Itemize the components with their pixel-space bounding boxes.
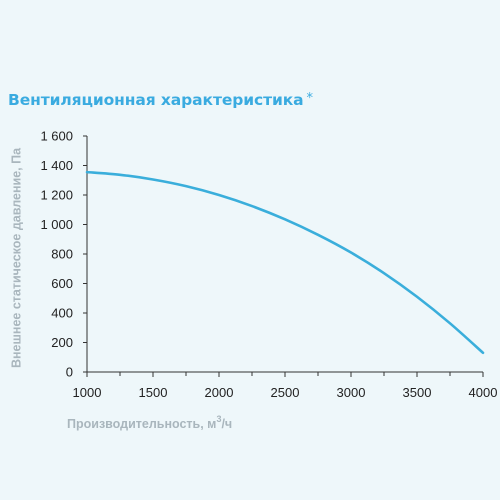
- chart-title-mark: *: [306, 91, 314, 106]
- x-tick-label: 4000: [469, 385, 498, 400]
- x-axis-label-tail: /ч: [221, 417, 232, 431]
- series-line: [85, 170, 485, 355]
- y-axis-label: Внешнее статическое давление, Па: [9, 147, 23, 368]
- x-tick-label: 3500: [403, 385, 432, 400]
- chart-series: [85, 170, 485, 355]
- x-axis-label-sup: 3: [216, 414, 221, 424]
- y-ticks: 0 200 400 600 800 1 000 1 200 1 400 1 600: [40, 129, 87, 380]
- y-tick-label: 1 000: [40, 217, 73, 232]
- x-tick-label: 1500: [139, 385, 168, 400]
- chart-title: Вентиляционная характеристика *: [8, 91, 313, 109]
- y-tick-label: 200: [51, 335, 73, 350]
- y-tick-label: 1 600: [40, 129, 73, 144]
- y-tick-label: 1 400: [40, 158, 73, 173]
- y-tick-label: 400: [51, 306, 73, 321]
- y-tick-label: 1 200: [40, 188, 73, 203]
- x-axis-label-text: Производительность, м: [67, 417, 216, 431]
- x-tick-label: 2500: [271, 385, 300, 400]
- chart-title-text: Вентиляционная характеристика: [8, 91, 304, 109]
- x-tick-label: 1000: [73, 385, 102, 400]
- x-axis-label: Производительность, м3/ч: [67, 414, 232, 431]
- chart-axes: [86, 136, 483, 373]
- x-tick-label: 2000: [205, 385, 234, 400]
- y-tick-label: 0: [66, 365, 73, 380]
- x-tick-label: 3000: [337, 385, 366, 400]
- y-tick-label: 800: [51, 247, 73, 262]
- x-ticks: 1000 1500 2000 2500 3000 3500 4000: [73, 372, 498, 400]
- y-tick-label: 600: [51, 276, 73, 291]
